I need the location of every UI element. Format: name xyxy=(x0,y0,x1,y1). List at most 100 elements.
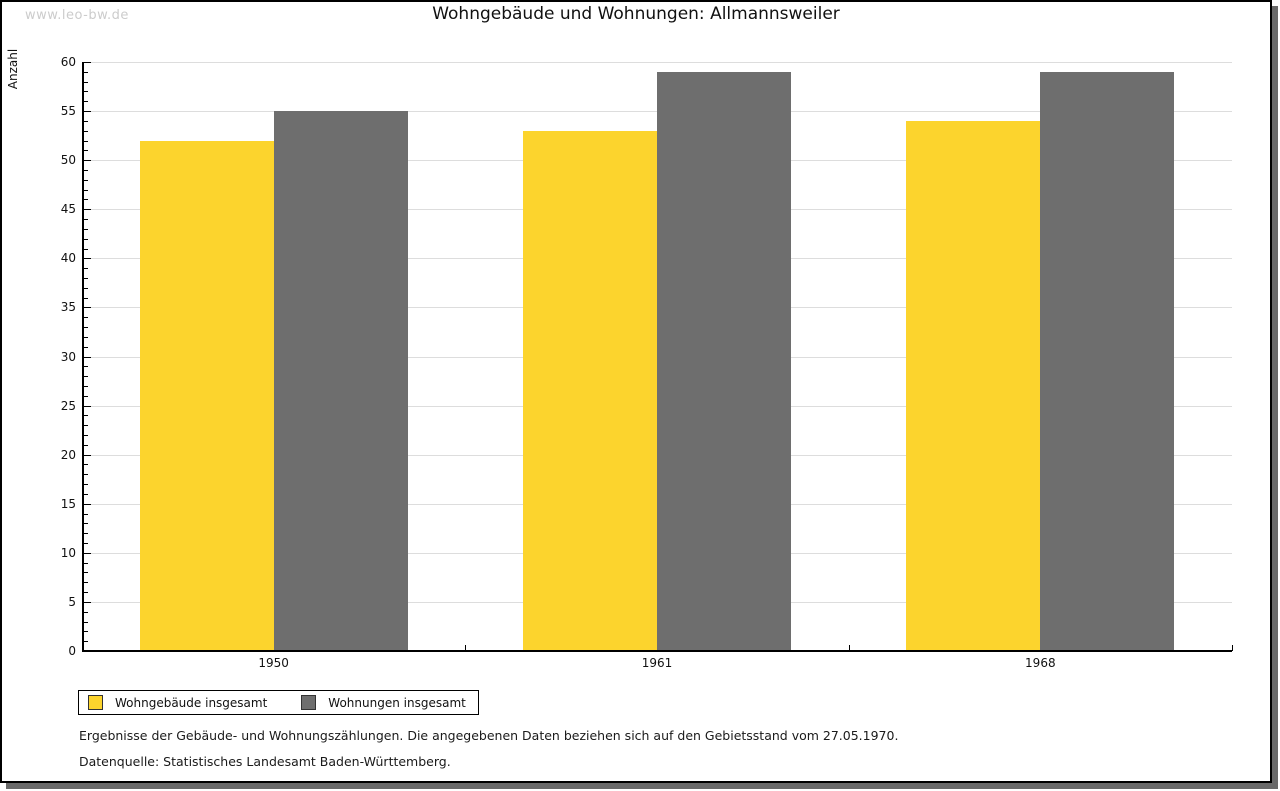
y-tick-12 xyxy=(83,533,88,535)
y-tick-36 xyxy=(83,297,88,299)
y-tick-6 xyxy=(83,592,88,594)
y-tick-30 xyxy=(83,356,91,358)
y-tick-48 xyxy=(83,179,88,181)
y-tick-label-40: 40 xyxy=(60,251,76,266)
y-tick-17 xyxy=(83,484,88,486)
y-tick-33 xyxy=(83,327,88,329)
y-tick-45 xyxy=(83,209,91,211)
y-tick-49 xyxy=(83,169,88,171)
y-tick-46 xyxy=(83,199,88,201)
y-tick-28 xyxy=(83,376,88,378)
bar-series1-1961 xyxy=(657,71,791,651)
x-tick-label-1968: 1968 xyxy=(1025,656,1056,670)
y-tick-51 xyxy=(83,150,88,152)
y-tick-42 xyxy=(83,238,88,240)
y-tick-label-20: 20 xyxy=(60,447,76,462)
y-tick-13 xyxy=(83,523,88,525)
bar-series0-1968 xyxy=(906,120,1041,651)
y-tick-21 xyxy=(83,444,88,446)
y-tick-16 xyxy=(83,493,88,495)
y-tick-label-45: 45 xyxy=(60,202,76,217)
y-tick-label-50: 50 xyxy=(60,153,76,168)
x-tick-boundary-2 xyxy=(848,645,850,651)
y-tick-23 xyxy=(83,425,88,427)
y-tick-1 xyxy=(83,641,88,643)
y-tick-10 xyxy=(83,552,91,554)
y-tick-41 xyxy=(83,248,88,250)
y-tick-29 xyxy=(83,366,88,368)
bar-series1-1968 xyxy=(1040,71,1175,651)
y-tick-50 xyxy=(83,160,91,162)
legend-label-wohngebaeude: Wohngebäude insgesamt xyxy=(115,695,268,710)
y-tick-44 xyxy=(83,219,88,221)
y-tick-label-30: 30 xyxy=(60,349,76,364)
y-tick-60 xyxy=(83,62,91,63)
y-tick-39 xyxy=(83,268,88,270)
y-tick-40 xyxy=(83,258,91,260)
x-tick-boundary-3 xyxy=(1232,645,1233,651)
bar-series0-1950 xyxy=(139,140,274,651)
y-tick-15 xyxy=(83,503,91,505)
y-tick-label-25: 25 xyxy=(60,398,76,413)
y-tick-label-5: 5 xyxy=(68,594,76,609)
watermark: www.leo-bw.de xyxy=(25,8,129,23)
chart-title: Wohngebäude und Wohnungen: Allmannsweile… xyxy=(432,4,840,24)
y-tick-14 xyxy=(83,513,88,515)
y-tick-24 xyxy=(83,415,88,417)
y-tick-59 xyxy=(83,71,88,73)
y-tick-31 xyxy=(83,346,88,348)
y-tick-55 xyxy=(83,111,91,113)
y-tick-34 xyxy=(83,317,88,319)
x-axis-line xyxy=(82,650,1232,652)
x-tick-label-1950: 1950 xyxy=(258,656,289,670)
y-tick-11 xyxy=(83,543,88,545)
y-tick-2 xyxy=(83,631,88,633)
bar-series1-1950 xyxy=(273,111,408,651)
y-tick-58 xyxy=(83,81,88,83)
y-tick-38 xyxy=(83,277,88,279)
gridline-y-60 xyxy=(82,62,1232,63)
legend-label-wohnungen: Wohnungen insgesamt xyxy=(328,695,466,710)
y-tick-label-60: 60 xyxy=(60,55,76,69)
plot-area: 1950 1961 1968 0 5 10 15 20 25 30 35 40 45 50 55 60 xyxy=(2,2,1270,781)
y-tick-43 xyxy=(83,228,88,230)
legend: Wohngebäude insgesamt Wohnungen insgesam… xyxy=(78,690,479,715)
y-tick-57 xyxy=(83,91,88,93)
y-tick-22 xyxy=(83,435,88,437)
footnote-source-note: Ergebnisse der Gebäude- und Wohnungszähl… xyxy=(79,728,899,743)
y-tick-4 xyxy=(83,611,88,613)
y-tick-7 xyxy=(83,582,88,584)
y-tick-53 xyxy=(83,130,88,132)
y-tick-5 xyxy=(83,601,91,603)
x-tick-label-1961: 1961 xyxy=(641,656,673,670)
y-tick-3 xyxy=(83,621,88,623)
legend-item-wohnungen: Wohnungen insgesamt xyxy=(301,695,466,710)
y-tick-54 xyxy=(83,120,88,122)
y-tick-27 xyxy=(83,385,88,387)
legend-swatch-wohngebaeude xyxy=(88,695,103,710)
y-tick-label-0: 0 xyxy=(68,644,76,658)
x-tick-boundary-1 xyxy=(465,645,467,651)
y-tick-label-55: 55 xyxy=(60,104,76,119)
y-tick-18 xyxy=(83,474,88,476)
y-axis-line xyxy=(82,62,84,651)
y-tick-35 xyxy=(83,307,91,309)
y-tick-32 xyxy=(83,336,88,338)
y-tick-56 xyxy=(83,101,88,103)
y-tick-37 xyxy=(83,287,88,289)
footnote-data-source: Datenquelle: Statistisches Landesamt Bad… xyxy=(79,754,451,769)
y-tick-47 xyxy=(83,189,88,191)
y-tick-label-10: 10 xyxy=(60,545,76,560)
y-tick-9 xyxy=(83,562,88,564)
y-tick-52 xyxy=(83,140,88,142)
y-tick-label-35: 35 xyxy=(60,300,76,315)
bar-series0-1961 xyxy=(523,130,657,651)
y-tick-8 xyxy=(83,572,88,574)
y-tick-20 xyxy=(83,454,91,456)
y-tick-19 xyxy=(83,464,88,466)
y-tick-26 xyxy=(83,395,88,397)
legend-swatch-wohnungen xyxy=(301,695,317,710)
y-tick-label-15: 15 xyxy=(60,496,76,511)
y-tick-25 xyxy=(83,405,91,407)
